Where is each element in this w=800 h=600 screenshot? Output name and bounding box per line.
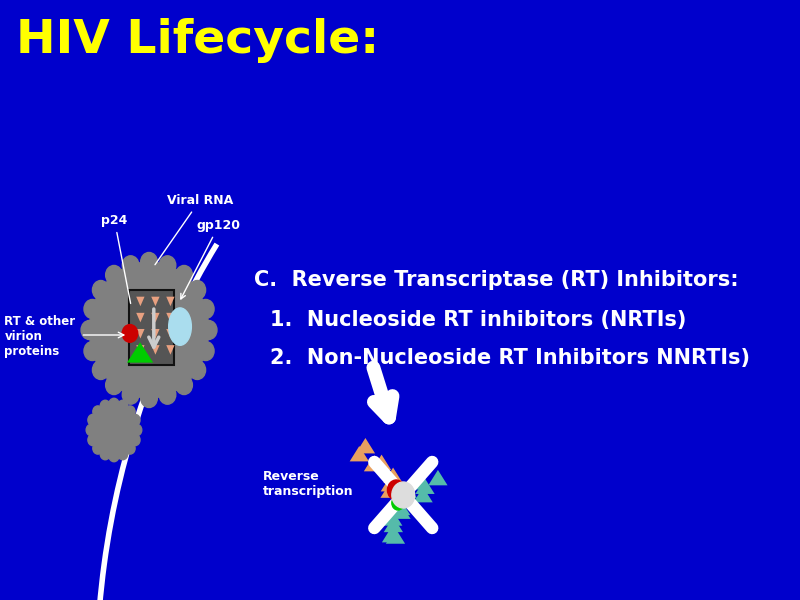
Polygon shape: [381, 482, 400, 498]
Circle shape: [90, 262, 209, 398]
Polygon shape: [166, 313, 174, 322]
Polygon shape: [383, 467, 402, 483]
Circle shape: [100, 448, 110, 460]
Circle shape: [93, 406, 103, 418]
Polygon shape: [415, 479, 434, 494]
Circle shape: [84, 299, 101, 319]
Circle shape: [109, 398, 119, 410]
Polygon shape: [127, 342, 153, 362]
Text: Reverse
transcription: Reverse transcription: [263, 470, 354, 498]
Circle shape: [91, 404, 137, 456]
Polygon shape: [384, 517, 403, 532]
Circle shape: [200, 320, 217, 340]
Text: HIV Lifecycle:: HIV Lifecycle:: [16, 18, 379, 63]
Text: Viral RNA: Viral RNA: [155, 194, 233, 265]
Circle shape: [130, 415, 140, 426]
Polygon shape: [414, 487, 433, 502]
Polygon shape: [381, 476, 400, 491]
Polygon shape: [372, 455, 391, 470]
Circle shape: [198, 299, 214, 319]
Circle shape: [132, 424, 142, 436]
Polygon shape: [136, 345, 145, 355]
Text: p24: p24: [102, 214, 130, 304]
Circle shape: [130, 434, 140, 446]
Text: RT & other
virion
proteins: RT & other virion proteins: [4, 316, 75, 358]
Polygon shape: [386, 529, 405, 544]
Polygon shape: [391, 503, 410, 519]
Circle shape: [141, 253, 158, 272]
Text: 1.  Nucleoside RT inhibitors (NRTIs): 1. Nucleoside RT inhibitors (NRTIs): [270, 310, 686, 330]
Circle shape: [88, 434, 98, 446]
Polygon shape: [356, 438, 375, 454]
Circle shape: [198, 341, 214, 361]
Circle shape: [125, 443, 135, 454]
Polygon shape: [391, 500, 410, 515]
Polygon shape: [365, 455, 384, 471]
Polygon shape: [136, 296, 145, 306]
Circle shape: [81, 320, 98, 340]
Circle shape: [93, 443, 103, 454]
Polygon shape: [151, 345, 159, 355]
Polygon shape: [151, 313, 159, 322]
Circle shape: [141, 388, 158, 407]
Circle shape: [106, 376, 122, 395]
Polygon shape: [151, 296, 159, 306]
Text: 2.  Non-Nucleoside RT Inhibitors NNRTIs): 2. Non-Nucleoside RT Inhibitors NNRTIs): [270, 348, 750, 368]
Polygon shape: [350, 446, 369, 461]
Polygon shape: [166, 296, 174, 306]
Circle shape: [118, 448, 128, 460]
Text: gp120: gp120: [181, 219, 241, 299]
Polygon shape: [382, 527, 401, 542]
Circle shape: [122, 256, 139, 275]
Polygon shape: [151, 329, 159, 338]
Circle shape: [86, 424, 96, 436]
Circle shape: [189, 361, 206, 379]
Circle shape: [84, 341, 101, 361]
Polygon shape: [136, 313, 145, 322]
Circle shape: [125, 406, 135, 418]
Circle shape: [93, 361, 109, 379]
Polygon shape: [364, 456, 383, 472]
Circle shape: [159, 385, 176, 404]
Ellipse shape: [169, 308, 191, 346]
Polygon shape: [136, 329, 145, 338]
Circle shape: [109, 450, 119, 462]
Circle shape: [387, 480, 405, 500]
Polygon shape: [383, 511, 402, 526]
Circle shape: [392, 496, 404, 510]
Circle shape: [159, 256, 176, 275]
Circle shape: [88, 415, 98, 426]
Polygon shape: [411, 474, 430, 490]
Circle shape: [176, 376, 193, 395]
Circle shape: [93, 281, 109, 299]
Circle shape: [100, 400, 110, 412]
Polygon shape: [398, 483, 417, 499]
FancyBboxPatch shape: [129, 290, 174, 365]
Circle shape: [392, 482, 414, 508]
Circle shape: [122, 385, 139, 404]
Polygon shape: [428, 470, 447, 485]
Circle shape: [176, 265, 193, 284]
Polygon shape: [166, 345, 174, 355]
Circle shape: [122, 325, 138, 342]
Polygon shape: [166, 329, 174, 338]
Text: C.  Reverse Transcriptase (RT) Inhibitors:: C. Reverse Transcriptase (RT) Inhibitors…: [254, 270, 739, 290]
Circle shape: [189, 281, 206, 299]
Circle shape: [118, 400, 128, 412]
Circle shape: [106, 265, 122, 284]
